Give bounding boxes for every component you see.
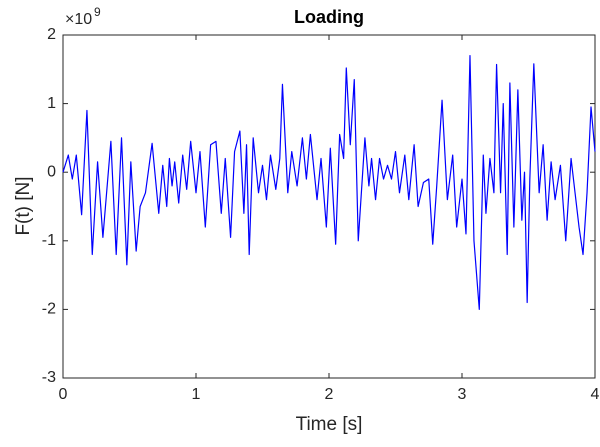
x-tick-label: 3 (458, 386, 467, 403)
y-tick-label: 0 (47, 163, 56, 180)
y-axis-label: F(t) [N] (13, 176, 34, 235)
chart-title: Loading (294, 7, 364, 27)
x-tick-label: 1 (192, 386, 201, 403)
data-line (62, 54, 596, 310)
y-tick-label: 1 (47, 95, 56, 112)
y-multiplier-power: 9 (94, 5, 101, 19)
plot-frame (62, 34, 596, 379)
x-axis-label: Time [s] (296, 414, 363, 435)
x-tick-label: 4 (591, 386, 600, 403)
y-tick-label: -2 (42, 301, 56, 318)
y-tick-label: 2 (47, 26, 56, 43)
y-tick-label: -1 (42, 232, 56, 249)
x-tick-label: 2 (325, 386, 334, 403)
x-tick-label: 0 (59, 386, 68, 403)
y-tick-label: -3 (42, 369, 56, 386)
y-multiplier-base: ×10 (65, 11, 92, 28)
